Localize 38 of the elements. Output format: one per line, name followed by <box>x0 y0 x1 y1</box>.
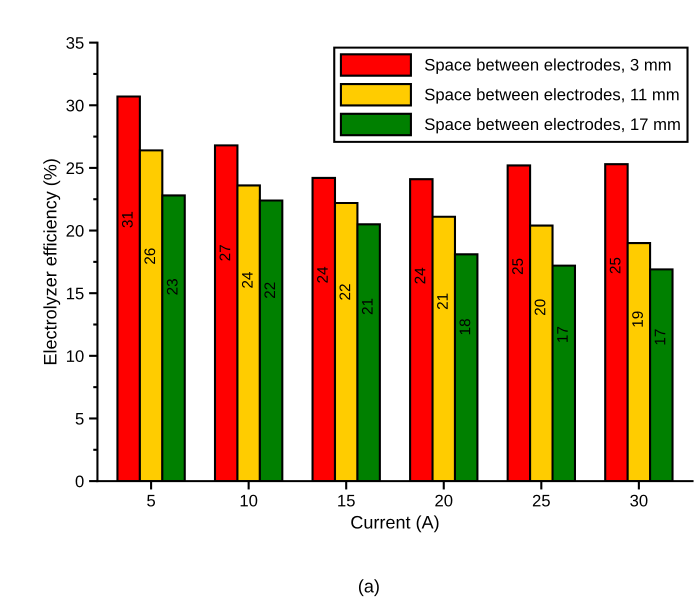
y-tick-label: 30 <box>66 100 84 112</box>
data-label: 22 <box>264 282 276 298</box>
data-label: 25 <box>512 258 523 274</box>
y-axis-title: Electrolyzer efficiency (%) <box>43 159 60 364</box>
legend-label: Space between electrodes, 11 mm <box>425 88 679 104</box>
data-label: 20 <box>534 299 546 316</box>
x-tick-label: 25 <box>532 494 550 507</box>
x-tick-label: 30 <box>630 494 648 507</box>
x-tick-label: 10 <box>240 494 258 507</box>
y-tick-label: 25 <box>66 162 84 174</box>
text: (a) <box>358 579 379 596</box>
data-label: 17 <box>557 326 568 342</box>
y-tick-label: 10 <box>66 350 84 362</box>
data-label: 17 <box>654 329 666 344</box>
data-label: 25 <box>610 258 621 274</box>
y-tick-label: 35 <box>66 37 84 49</box>
data-label: 24 <box>242 272 253 288</box>
data-label: 27 <box>219 245 230 261</box>
y-tick-label: 15 <box>66 288 84 300</box>
data-label: 21 <box>437 294 448 310</box>
data-label: 19 <box>632 311 643 327</box>
data-label: 21 <box>362 298 373 314</box>
y-tick-label: 20 <box>66 224 84 237</box>
data-label: 31 <box>122 212 133 228</box>
legend-label: Space between electrodes, 3 mm <box>425 58 670 74</box>
x-tick-label: 5 <box>147 494 156 507</box>
data-label: 26 <box>144 248 156 264</box>
legend-label: Space between electrodes, 17 mm <box>425 118 680 134</box>
data-label: 24 <box>317 266 328 283</box>
y-tick-label: 0 <box>76 476 84 488</box>
data-label: 22 <box>339 284 350 300</box>
data-label: 24 <box>414 268 426 284</box>
data-label: 18 <box>459 319 470 334</box>
data-label: 23 <box>166 279 178 295</box>
x-axis-title: Current (A) <box>351 515 439 532</box>
x-tick-label: 15 <box>338 494 355 507</box>
x-tick-label: 20 <box>435 494 452 507</box>
y-tick-label: 5 <box>76 413 84 425</box>
